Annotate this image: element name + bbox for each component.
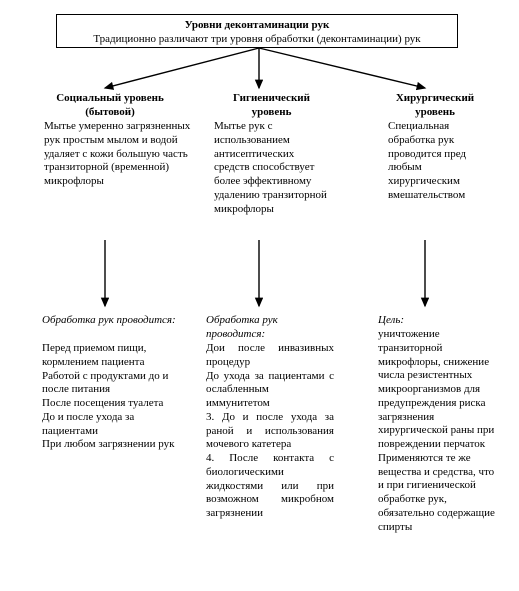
branch-title-hygienic: Гигиенический уровень [214, 92, 329, 120]
branch-title-social: Социальный уровень (бытовой) [40, 92, 180, 120]
header-title: Уровни деконтаминации рук [63, 19, 451, 33]
branch-desc-hygienic: Мытье рук с использованием антисептическ… [214, 120, 329, 216]
detail-body-surgical: уничтожение транзиторной микрофлоры, сни… [378, 328, 500, 534]
header-box: Уровни деконтаминации рук Традиционно ра… [56, 14, 458, 48]
branch-desc-social: Мытье умеренно загрязненных рук простым … [44, 120, 194, 189]
detail-title-social: Обработка рук проводится: [42, 314, 182, 328]
header-subtitle: Традиционно различают три уровня обработ… [63, 33, 451, 47]
detail-body-social: Перед приемом пищи, кормлением пациентаР… [42, 342, 182, 452]
branch-title-surgical: Хирургический уровень [380, 92, 490, 120]
detail-body-hygienic: Дои после инвазивных процедурДо ухода за… [206, 342, 334, 521]
detail-title-surgical: Цель: [378, 314, 498, 328]
detail-title-hygienic: Обработка рук проводится: [206, 314, 336, 342]
branch-desc-surgical: Специальная обработка рук проводится пре… [388, 120, 488, 203]
